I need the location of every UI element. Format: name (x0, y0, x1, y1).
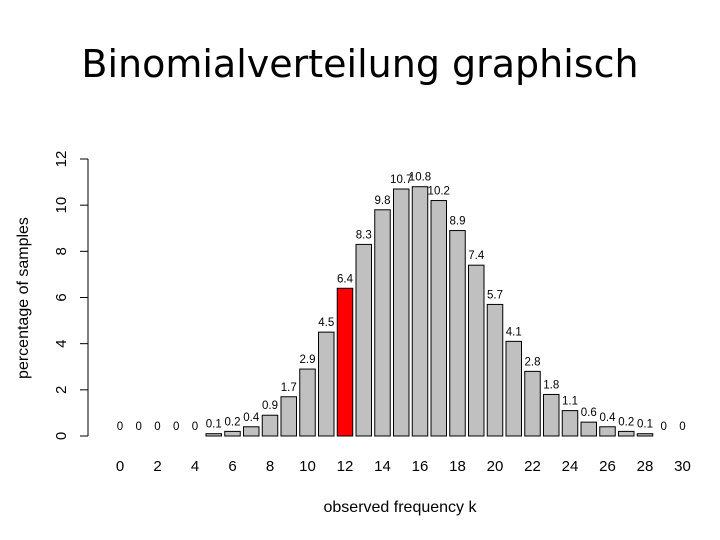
bar (430, 200, 447, 437)
bar (449, 230, 466, 437)
bar-value-label: 6.4 (337, 273, 354, 285)
x-tick-label: 0 (116, 458, 124, 475)
x-axis-title: observed frequency k (324, 499, 478, 516)
bar-value-label: 0.2 (618, 416, 634, 428)
bar-value-label: 0.6 (581, 407, 597, 419)
bar (261, 414, 279, 437)
bar (618, 430, 635, 437)
x-tick-label: 20 (487, 458, 504, 475)
bars-group (205, 186, 654, 437)
bar-value-label: 4.1 (506, 326, 522, 338)
x-tick-label: 30 (674, 458, 691, 475)
bar (299, 368, 316, 437)
bar-value-label: 0.1 (206, 419, 222, 431)
bar-value-label: 0.1 (637, 419, 653, 431)
x-tick-label: 10 (299, 458, 316, 475)
bar-value-label: 0.4 (243, 412, 260, 424)
bar (543, 393, 560, 437)
bar (561, 410, 579, 437)
bar (524, 370, 541, 437)
x-tick-label: 18 (449, 458, 466, 475)
bar-value-label: 7.4 (468, 250, 485, 262)
bar-value-label: 8.9 (450, 216, 466, 228)
bar (224, 430, 241, 437)
x-tick-label: 26 (599, 458, 616, 475)
bar-value-label: 5.7 (487, 289, 503, 301)
bar-value-label: 10.7 (390, 174, 412, 186)
bar-value-label: 10.8 (409, 172, 431, 184)
bar-value-label: 4.5 (318, 317, 334, 329)
bar-value-label: 1.1 (562, 396, 578, 408)
bar-value-label: 0 (661, 421, 667, 433)
bar-value-label: 1.7 (281, 382, 297, 394)
y-axis: 0 2 4 6 8 10 12 (53, 151, 89, 440)
x-tick-label: 24 (562, 458, 579, 475)
bar (393, 188, 410, 437)
x-tick-labels-group: 0 2 4 6 8 10 12 14 16 18 20 22 24 26 28 30 (116, 458, 691, 475)
bar-value-label: 0.9 (262, 400, 278, 412)
bar (318, 331, 335, 437)
bar (205, 433, 222, 437)
x-tick-label: 2 (153, 458, 161, 475)
bar-value-label: 0 (136, 421, 142, 433)
x-tick-label: 28 (637, 458, 654, 475)
bar-value-label: 0 (154, 421, 160, 433)
bar-highlighted (336, 287, 354, 437)
bar-value-label: 10.2 (428, 186, 450, 198)
bar-value-label: 8.3 (356, 229, 372, 241)
bar-value-label: 2.9 (300, 354, 316, 366)
x-tick-label: 12 (337, 458, 354, 475)
y-tick-label: 4 (53, 339, 70, 347)
bar (599, 426, 616, 437)
bar (580, 421, 597, 437)
y-tick-label: 2 (53, 386, 70, 394)
bar (355, 243, 372, 437)
bar-value-label: 0 (679, 421, 685, 433)
x-tick-label: 4 (191, 458, 199, 475)
bar (636, 433, 654, 437)
x-tick-label: 6 (228, 458, 236, 475)
x-tick-label: 14 (374, 458, 391, 475)
y-tick-label: 12 (53, 151, 70, 168)
bar-value-label: 0.4 (600, 412, 617, 424)
bar-labels-group: 0 0 0 0 0 0.1 0.2 0.40.91.72.94.56.48.39.810.71… (117, 172, 686, 433)
x-tick-label: 16 (412, 458, 429, 475)
bar-value-label: 0 (173, 421, 179, 433)
y-tick-label: 10 (53, 197, 70, 214)
y-tick-label: 8 (53, 247, 70, 255)
bar (411, 186, 429, 437)
bar (243, 426, 260, 437)
y-tick-label: 6 (53, 293, 70, 301)
slide-title: Binomialverteilung graphisch (81, 42, 639, 86)
bar (280, 396, 297, 437)
y-tick-label: 0 (53, 432, 70, 440)
y-axis-title: percentage of samples (15, 217, 32, 379)
bar (468, 264, 485, 437)
bar (486, 303, 504, 437)
bar-value-label: 0 (192, 421, 198, 433)
bar-value-label: 0.2 (225, 416, 241, 428)
bar-value-label: 1.8 (543, 379, 559, 391)
bar-value-label: 2.8 (525, 356, 541, 368)
bar-value-label: 0 (117, 421, 123, 433)
x-tick-label: 22 (524, 458, 541, 475)
bar-value-label: 9.8 (375, 195, 391, 207)
bar (374, 209, 391, 437)
x-tick-label: 8 (266, 458, 274, 475)
bar (505, 340, 522, 437)
